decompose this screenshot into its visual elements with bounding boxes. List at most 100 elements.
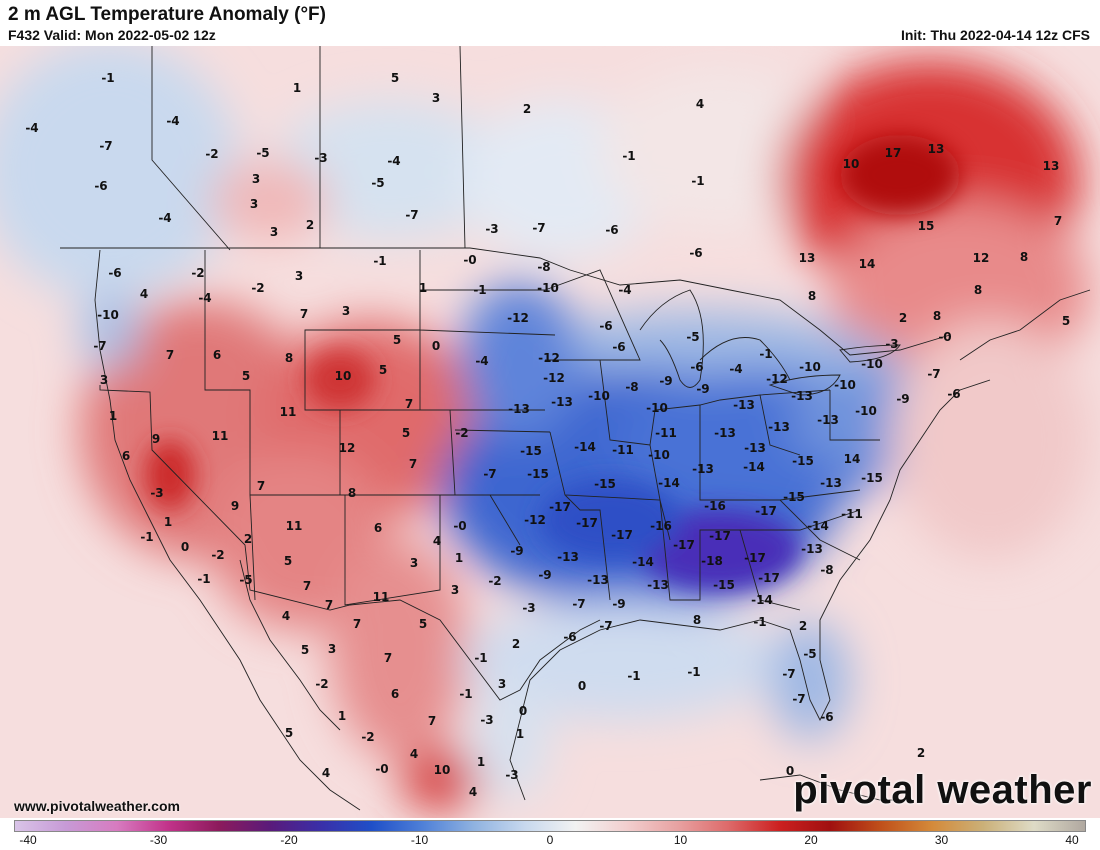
- anomaly-value-label: 8: [348, 486, 356, 500]
- anomaly-value-label: -5: [803, 647, 816, 661]
- anomaly-value-label: -13: [557, 550, 579, 564]
- anomaly-value-label: 1: [455, 551, 463, 565]
- anomaly-value-label: 7: [325, 598, 333, 612]
- anomaly-value-label: -4: [25, 121, 38, 135]
- anomaly-value-label: -1: [622, 149, 635, 163]
- anomaly-value-label: 7: [353, 617, 361, 631]
- anomaly-value-label: -7: [572, 597, 585, 611]
- anomaly-value-label: 0: [578, 679, 586, 693]
- anomaly-value-label: -13: [744, 441, 766, 455]
- anomaly-value-label: 8: [285, 351, 293, 365]
- anomaly-value-label: 7: [257, 479, 265, 493]
- anomaly-value-label: -14: [632, 555, 654, 569]
- anomaly-value-label: 3: [498, 677, 506, 691]
- anomaly-value-label: -16: [650, 519, 672, 533]
- anomaly-value-label: 9: [152, 432, 160, 446]
- anomaly-value-label: 2: [917, 746, 925, 760]
- anomaly-value-label: -10: [588, 389, 610, 403]
- anomaly-value-label: 7: [428, 714, 436, 728]
- anomaly-value-label: -6: [108, 266, 121, 280]
- anomaly-value-label: -6: [689, 246, 702, 260]
- anomaly-value-label: 1: [477, 755, 485, 769]
- anomaly-value-label: -9: [538, 568, 551, 582]
- anomaly-value-label: -12: [524, 513, 546, 527]
- anomaly-value-label: -3: [485, 222, 498, 236]
- anomaly-value-label: -1: [687, 665, 700, 679]
- anomaly-value-label: 0: [519, 704, 527, 718]
- anomaly-value-label: -4: [198, 291, 211, 305]
- anomaly-value-label: 5: [284, 554, 292, 568]
- anomaly-value-label: 4: [282, 609, 290, 623]
- anomaly-value-label: -2: [205, 147, 218, 161]
- color-scale-label: 30: [934, 833, 949, 847]
- anomaly-value-label: 8: [808, 289, 816, 303]
- anomaly-value-label: -14: [574, 440, 596, 454]
- anomaly-value-label: 4: [140, 287, 148, 301]
- anomaly-value-label: -1: [197, 572, 210, 586]
- anomaly-value-label: 3: [410, 556, 418, 570]
- anomaly-value-label: -10: [648, 448, 670, 462]
- anomaly-value-label: -9: [696, 382, 709, 396]
- coastlines: [94, 249, 1091, 811]
- anomaly-value-label: -8: [537, 260, 550, 274]
- anomaly-value-label: 3: [451, 583, 459, 597]
- anomaly-value-label: 11: [373, 590, 390, 604]
- anomaly-value-label: 1: [164, 515, 172, 529]
- color-scale-label: -40: [19, 833, 37, 847]
- anomaly-value-label: -13: [714, 426, 736, 440]
- anomaly-value-label: 3: [328, 642, 336, 656]
- anomaly-value-label: -15: [792, 454, 814, 468]
- anomaly-value-label: -6: [690, 360, 703, 374]
- anomaly-value-label: 5: [419, 617, 427, 631]
- anomaly-value-label: 8: [974, 283, 982, 297]
- anomaly-value-label: -13: [692, 462, 714, 476]
- anomaly-value-label: 2: [899, 311, 907, 325]
- anomaly-value-label: -12: [766, 372, 788, 386]
- borders: [60, 46, 951, 701]
- anomaly-value-label: -13: [587, 573, 609, 587]
- anomaly-value-label: 2: [799, 619, 807, 633]
- anomaly-value-label: -4: [729, 362, 742, 376]
- anomaly-value-label: -13: [508, 402, 530, 416]
- anomaly-value-label: 3: [342, 304, 350, 318]
- brand-wordmark: pivotal weather: [793, 768, 1092, 812]
- anomaly-value-label: -14: [658, 476, 680, 490]
- anomaly-value-label: -15: [861, 471, 883, 485]
- anomaly-value-label: 8: [693, 613, 701, 627]
- anomaly-value-label: 0: [181, 540, 189, 554]
- anomaly-value-label: 5: [301, 643, 309, 657]
- anomaly-value-label: -3: [885, 337, 898, 351]
- anomaly-value-label: -7: [93, 339, 106, 353]
- anomaly-value-label: -7: [483, 467, 496, 481]
- anomaly-value-label: -9: [659, 374, 672, 388]
- color-scale-labels: -40 -30 -20 -10 0 10 20 30 40: [0, 833, 1100, 849]
- anomaly-value-label: -9: [510, 544, 523, 558]
- anomaly-value-label: -4: [475, 354, 488, 368]
- anomaly-value-label: -2: [315, 677, 328, 691]
- anomaly-value-label: -6: [563, 630, 576, 644]
- anomaly-value-label: 11: [286, 519, 303, 533]
- anomaly-value-label: 8: [1020, 250, 1028, 264]
- anomaly-value-label: -6: [599, 319, 612, 333]
- anomaly-value-label: 13: [1043, 159, 1060, 173]
- anomaly-value-label: -15: [713, 578, 735, 592]
- anomaly-value-label: -4: [387, 154, 400, 168]
- anomaly-value-label: 7: [303, 579, 311, 593]
- anomaly-value-label: -6: [94, 179, 107, 193]
- anomaly-value-label: -13: [820, 476, 842, 490]
- anomaly-value-label: -10: [97, 308, 119, 322]
- anomaly-value-label: 15: [918, 219, 935, 233]
- anomaly-value-label: -17: [709, 529, 731, 543]
- anomaly-value-label: -12: [543, 371, 565, 385]
- anomaly-value-label: -2: [211, 548, 224, 562]
- anomaly-value-label: -17: [758, 571, 780, 585]
- anomaly-value-label: 11: [280, 405, 297, 419]
- anomaly-value-label: -6: [612, 340, 625, 354]
- anomaly-value-label: -13: [733, 398, 755, 412]
- anomaly-value-label: 10: [843, 157, 860, 171]
- anomaly-value-label: 1: [293, 81, 301, 95]
- anomaly-value-label: 11: [212, 429, 229, 443]
- anomaly-value-label: 7: [405, 397, 413, 411]
- anomaly-value-label: -2: [191, 266, 204, 280]
